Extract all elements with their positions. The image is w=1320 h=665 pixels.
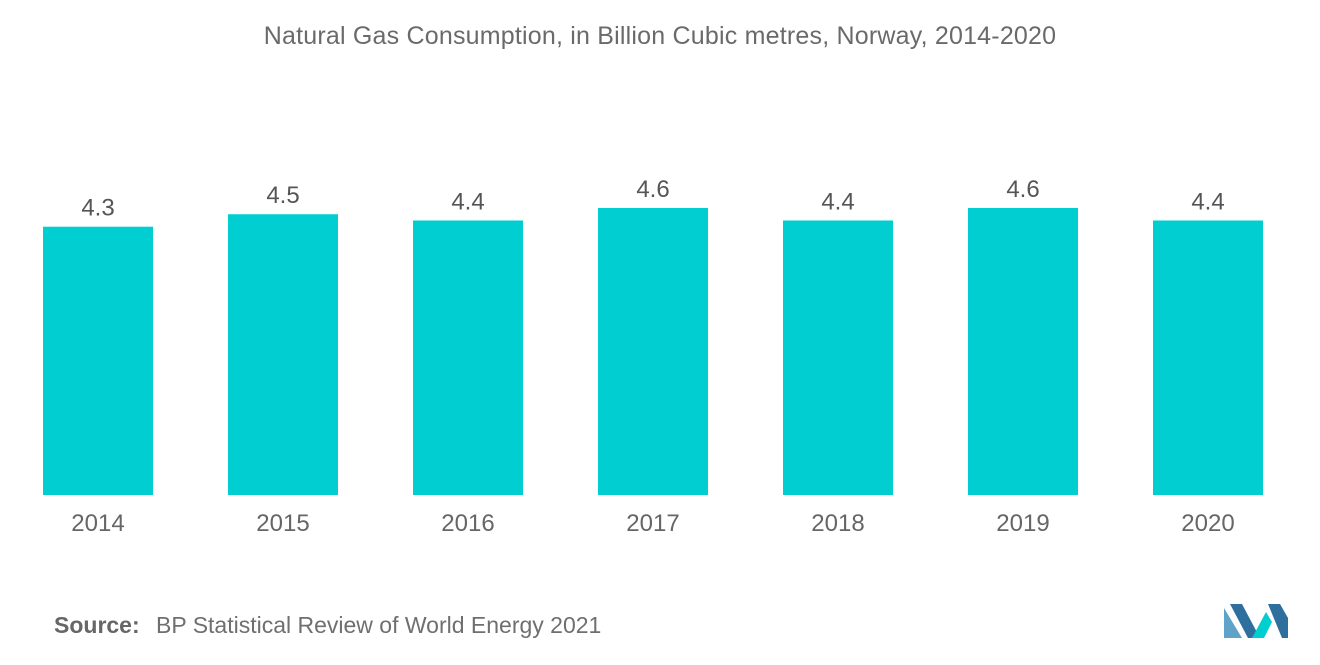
source-text: BP Statistical Review of World Energy 20… [156,612,602,638]
bar-2017 [598,208,708,495]
bar-2016 [413,220,523,495]
data-label-2014: 4.3 [81,195,114,222]
bar-2018 [783,220,893,495]
chart-title: Natural Gas Consumption, in Billion Cubi… [263,22,1057,50]
bar-2019 [968,208,1078,495]
bar-2015 [228,214,338,495]
bar-2020 [1153,220,1263,495]
x-tick-label-2016: 2016 [441,510,494,537]
bar-chart: 4.3 2014 4.5 2015 4.4 2016 4.6 2017 4.4 2018 4.6 20… [43,176,1263,537]
data-label-2019: 4.6 [1006,176,1039,203]
mordor-logo-icon [1224,604,1288,638]
x-tick-label-2019: 2019 [996,510,1049,537]
x-tick-label-2017: 2017 [626,510,679,537]
data-label-2015: 4.5 [266,182,299,209]
bar-2014 [43,226,153,495]
data-label-2016: 4.4 [451,188,484,215]
x-tick-label-2015: 2015 [256,510,309,537]
x-tick-label-2020: 2020 [1181,510,1234,537]
source-label: Source: [54,612,140,638]
x-tick-label-2014: 2014 [71,510,124,537]
source-note: Source: BP Statistical Review of World E… [54,612,601,639]
data-label-2017: 4.6 [636,176,669,203]
data-label-2020: 4.4 [1191,188,1224,215]
x-tick-label-2018: 2018 [811,510,864,537]
data-label-2018: 4.4 [821,188,854,215]
